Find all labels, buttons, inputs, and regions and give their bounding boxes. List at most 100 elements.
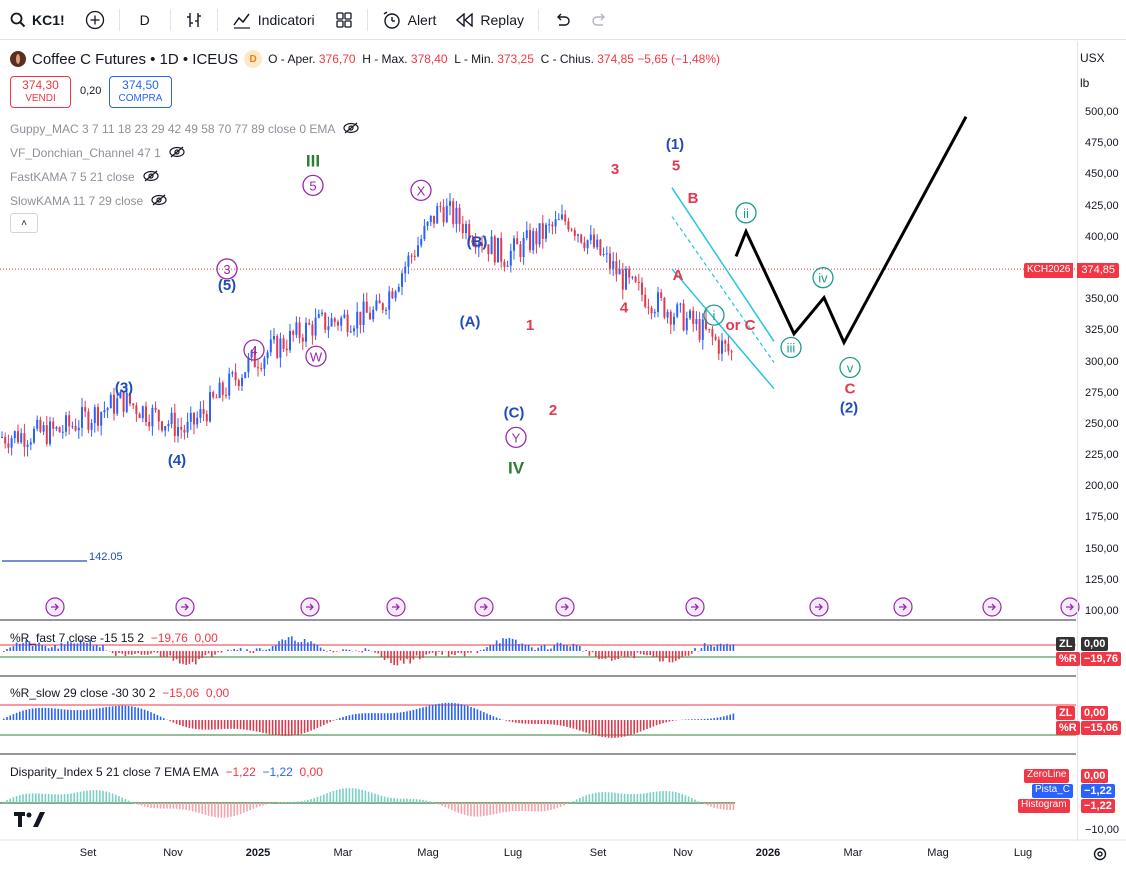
r-fast-bar <box>227 649 229 651</box>
disparity-hist-bar <box>182 803 184 810</box>
candle-body <box>689 310 691 319</box>
r-fast-bar <box>540 645 543 651</box>
disparity-hist-bar <box>175 803 178 809</box>
candle-body <box>573 230 576 236</box>
chart-type-button[interactable] <box>175 0 213 40</box>
r-fast-title[interactable]: %R_fast 7 close -15 15 2 −19,76 0,00 <box>10 631 218 645</box>
alarm-clock-icon <box>382 10 402 30</box>
r-slow-bar <box>553 720 555 725</box>
indicator-row[interactable]: Guppy_MAC 3 7 11 18 23 29 42 49 58 70 77… <box>10 117 359 141</box>
indicator-row[interactable]: VF_Donchian_Channel 47 1 <box>10 141 359 165</box>
r-slow-bar <box>559 720 562 726</box>
candle-body <box>225 394 227 396</box>
r-slow-bar <box>419 708 421 720</box>
disparity-hist-bar <box>412 799 415 803</box>
r-slow-bar <box>582 720 584 732</box>
r-slow-bar <box>188 720 191 728</box>
eye-hidden-icon[interactable] <box>151 194 167 209</box>
candle-body <box>669 311 672 325</box>
r-slow-bar <box>518 720 520 724</box>
disparity-hist-bar <box>694 799 696 803</box>
disparity-title[interactable]: Disparity_Index 5 21 close 7 EMA EMA −1,… <box>10 765 323 779</box>
candle-body <box>330 318 333 327</box>
disparity-hist-bar <box>451 803 453 811</box>
r-badge: %R <box>1056 652 1080 666</box>
last-symbol: KCH2026 <box>1024 263 1074 278</box>
candle-body <box>458 207 461 224</box>
candle-body <box>173 412 176 436</box>
r-fast-bar <box>239 647 242 651</box>
symbol-search-button[interactable]: KC1! <box>0 0 75 40</box>
layouts-button[interactable] <box>325 0 363 40</box>
wave-label: (5) <box>218 277 236 294</box>
wave-label: 4 <box>250 343 257 358</box>
disparity-hist-bar <box>697 801 699 803</box>
chart-settings-button[interactable] <box>1092 846 1108 867</box>
sell-button[interactable]: 374,30 VENDI <box>10 76 71 108</box>
r-slow-title[interactable]: %R_slow 29 close -30 30 2 −15,06 0,00 <box>10 686 230 700</box>
collapse-indicators-button[interactable]: ˄ <box>10 213 38 233</box>
interval-button[interactable]: D <box>124 0 166 40</box>
candle-body <box>727 343 730 352</box>
disparity-hist-bar <box>300 801 303 803</box>
candle-body <box>541 223 544 239</box>
wave-label: (2) <box>840 399 858 416</box>
indicators-button[interactable]: Indicatori <box>222 0 325 40</box>
eye-hidden-icon[interactable] <box>343 122 359 137</box>
r-slow-bar <box>643 720 645 731</box>
disparity-hist-bar <box>86 790 88 803</box>
disparity-hist-bar <box>108 792 111 803</box>
disparity-hist-bar <box>201 803 203 815</box>
projection-path <box>734 116 968 346</box>
r-slow-bar <box>19 711 21 720</box>
zeroline-value: 0,00 <box>1081 769 1109 783</box>
symbol-title[interactable]: Coffee C Futures • 1D • ICEUS <box>32 50 239 68</box>
r-slow-bar <box>697 719 699 720</box>
indicator-row[interactable]: SlowKAMA 11 7 29 close <box>10 189 359 213</box>
r-fast-bar <box>569 646 571 651</box>
r-slow-bar <box>63 709 66 720</box>
r-slow-bar <box>127 706 130 720</box>
buy-button[interactable]: 374,50 COMPRA <box>109 76 172 108</box>
compare-symbol-button[interactable] <box>75 0 115 40</box>
arrow-icon <box>480 603 488 611</box>
indicators-label: Indicatori <box>257 11 315 28</box>
unit-selector[interactable]: lb <box>1080 76 1090 90</box>
r-slow-bar <box>473 708 475 720</box>
disparity-hist-bar <box>646 792 648 803</box>
price-axis[interactable] <box>1077 41 1126 841</box>
r-fast-bar <box>214 651 216 655</box>
candle-body <box>625 268 627 290</box>
disparity-hist-bar <box>348 788 351 803</box>
disparity-hist-bar <box>172 803 175 809</box>
wave-label: 3 <box>223 262 230 277</box>
r-fast-bar <box>121 651 123 654</box>
candle-body <box>653 311 656 314</box>
candle-body <box>570 229 573 231</box>
redo-button[interactable] <box>581 0 619 40</box>
r-fast-bar <box>147 651 149 655</box>
indicator-row[interactable]: FastKAMA 7 5 21 close <box>10 165 359 189</box>
r-fast-bar <box>684 651 687 656</box>
r-fast-bar <box>22 642 24 651</box>
eye-hidden-icon[interactable] <box>143 170 159 185</box>
replay-button[interactable]: Replay <box>446 0 534 40</box>
r-slow-bar <box>393 712 395 720</box>
currency-selector[interactable]: USX <box>1080 51 1105 65</box>
r-fast-bar <box>665 651 667 659</box>
r-fast-bar <box>531 647 533 651</box>
r-slow-bar <box>556 720 559 726</box>
candle-body <box>506 265 509 267</box>
eye-hidden-icon[interactable] <box>169 146 185 161</box>
r-slow-bar <box>99 708 101 720</box>
alert-button[interactable]: Alert <box>372 0 447 40</box>
pista-badge: Pista_C <box>1032 784 1074 798</box>
r-slow-bar <box>79 710 82 720</box>
r-fast-bar <box>396 651 399 666</box>
undo-button[interactable] <box>543 0 581 40</box>
candle-body <box>164 426 167 431</box>
arrow-icon <box>1066 603 1074 611</box>
candle-body <box>580 234 583 243</box>
candle-body <box>273 336 275 340</box>
